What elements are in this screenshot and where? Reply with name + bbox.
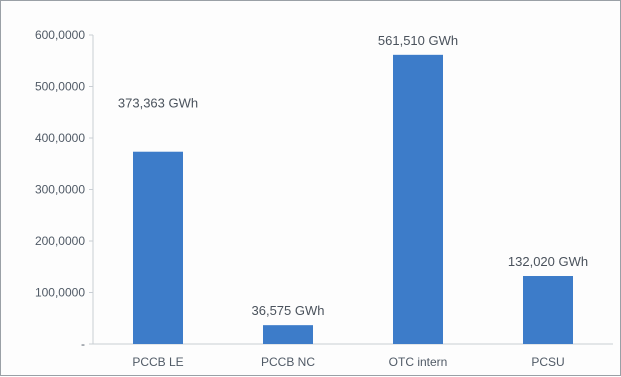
category-label: OTC intern	[389, 355, 448, 369]
data-labels: 373,363 GWh 36,575 GWh 561,510 GWh 132,020 …	[118, 33, 588, 318]
y-tick-label: 500,0000	[35, 80, 85, 94]
category-label: PCSU	[531, 355, 564, 369]
bar	[393, 54, 443, 344]
y-tick-label: 300,0000	[35, 183, 85, 197]
y-tick-label: -	[81, 337, 85, 351]
bar-data-label: 561,510 GWh	[378, 33, 458, 48]
bar	[263, 325, 313, 344]
category-labels: PCCB LE PCCB NC OTC intern PCSU	[132, 355, 564, 369]
bar-data-label: 132,020 GWh	[508, 254, 588, 269]
bar-data-label: 36,575 GWh	[252, 303, 325, 318]
bar	[523, 276, 573, 344]
bar-data-label: 373,363 GWh	[118, 96, 198, 111]
y-tick-label: 600,0000	[35, 28, 85, 42]
bars	[133, 54, 573, 344]
y-tick-label: 100,0000	[35, 286, 85, 300]
y-tick-label: 200,0000	[35, 234, 85, 248]
y-axis-ticks: - 100,0000 200,0000 300,0000 400,0000 500,000…	[35, 28, 93, 351]
bar	[133, 151, 183, 344]
category-label: PCCB LE	[132, 355, 183, 369]
y-tick-label: 400,0000	[35, 131, 85, 145]
category-label: PCCB NC	[261, 355, 315, 369]
